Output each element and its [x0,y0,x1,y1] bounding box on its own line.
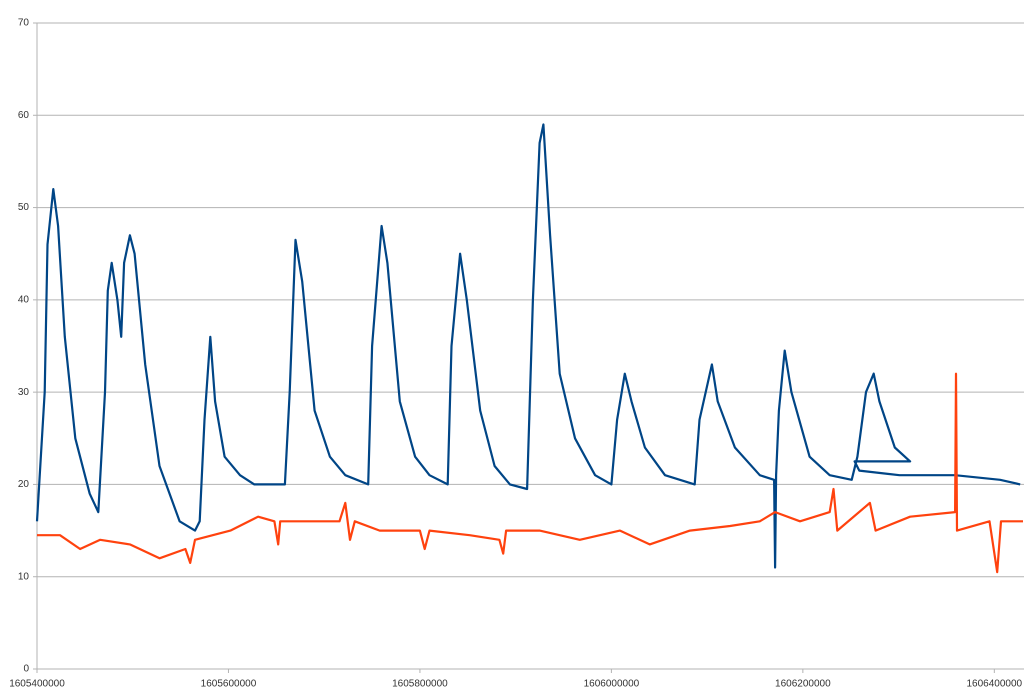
y-tick-label: 20 [18,479,30,490]
series-line [37,372,1023,574]
y-tick-label: 30 [18,387,30,398]
y-tick-label: 60 [18,110,30,121]
x-tick-label: 1605800000 [392,679,448,690]
x-tick-label: 1605600000 [201,679,257,690]
y-tick-label: 10 [18,571,30,582]
y-tick-label: 70 [18,18,30,29]
y-tick-label: 0 [23,664,29,675]
y-tick-label: 50 [18,202,30,213]
x-tick-label: 1606000000 [584,679,640,690]
series-line [35,123,1021,569]
x-tick-label: 1605400000 [9,679,65,690]
x-tick-label: 1606200000 [775,679,831,690]
x-tick-label: 1606400000 [967,679,1023,690]
y-tick-label: 40 [18,294,30,305]
